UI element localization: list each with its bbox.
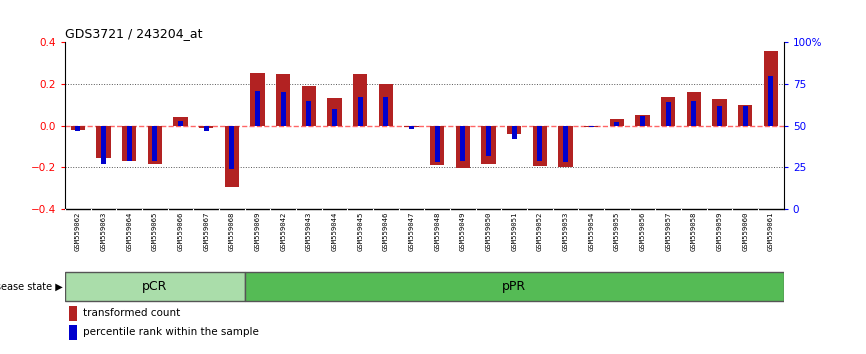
Text: GSM559058: GSM559058 <box>691 212 697 251</box>
Bar <box>65 273 245 301</box>
Text: GSM559046: GSM559046 <box>383 212 389 251</box>
Text: GSM559044: GSM559044 <box>332 212 338 251</box>
Text: GSM559060: GSM559060 <box>742 212 748 251</box>
Text: GSM559055: GSM559055 <box>614 212 620 251</box>
Bar <box>96 126 111 158</box>
Bar <box>768 76 773 126</box>
Bar <box>148 126 162 164</box>
Bar <box>358 97 363 126</box>
Bar <box>435 126 440 162</box>
Text: GSM559049: GSM559049 <box>460 212 466 251</box>
Text: GSM559064: GSM559064 <box>126 212 132 251</box>
Bar <box>100 126 106 164</box>
Bar <box>71 126 85 130</box>
Bar <box>126 126 132 161</box>
Bar <box>533 126 547 166</box>
Bar <box>691 101 696 126</box>
Bar <box>640 116 645 126</box>
Bar <box>332 109 337 126</box>
Text: pCR: pCR <box>142 280 167 293</box>
Bar <box>250 73 264 126</box>
Text: GSM559051: GSM559051 <box>511 212 517 251</box>
Text: pPR: pPR <box>502 280 527 293</box>
Bar <box>404 126 418 127</box>
Bar <box>610 119 624 126</box>
Bar <box>307 101 312 126</box>
Text: GSM559050: GSM559050 <box>486 212 492 251</box>
Bar <box>461 126 465 161</box>
Bar <box>301 86 316 126</box>
Bar <box>68 306 77 321</box>
Bar <box>717 106 722 126</box>
Bar <box>486 126 491 156</box>
Bar <box>559 126 572 167</box>
Bar <box>225 126 239 187</box>
Bar <box>353 74 367 126</box>
Bar <box>204 126 209 131</box>
Bar <box>199 126 213 128</box>
Bar <box>68 325 77 340</box>
Text: GSM559052: GSM559052 <box>537 212 543 251</box>
Bar <box>764 51 778 126</box>
Text: GSM559066: GSM559066 <box>178 212 184 251</box>
Text: GDS3721 / 243204_at: GDS3721 / 243204_at <box>65 27 203 40</box>
Bar <box>255 91 260 126</box>
Bar <box>687 92 701 126</box>
Bar <box>614 122 619 126</box>
Text: GSM559056: GSM559056 <box>640 212 645 251</box>
Bar <box>456 126 470 168</box>
Text: GSM559069: GSM559069 <box>255 212 261 251</box>
Bar <box>122 126 136 161</box>
Text: GSM559043: GSM559043 <box>306 212 312 251</box>
Bar <box>738 105 753 126</box>
Bar <box>384 97 388 126</box>
Bar <box>430 126 444 165</box>
Text: GSM559063: GSM559063 <box>100 212 107 251</box>
Text: GSM559042: GSM559042 <box>281 212 286 251</box>
Bar <box>537 126 542 161</box>
Text: GSM559065: GSM559065 <box>152 212 158 251</box>
Text: GSM559054: GSM559054 <box>588 212 594 251</box>
Bar <box>244 273 784 301</box>
Bar <box>327 98 341 126</box>
Bar <box>661 97 675 126</box>
Bar <box>636 115 650 126</box>
Text: GSM559067: GSM559067 <box>204 212 209 251</box>
Bar <box>481 126 495 164</box>
Text: disease state ▶: disease state ▶ <box>0 282 63 292</box>
Text: GSM559047: GSM559047 <box>409 212 415 251</box>
Bar <box>173 118 188 126</box>
Bar <box>276 74 290 126</box>
Bar <box>281 92 286 126</box>
Bar <box>178 121 183 126</box>
Bar <box>585 126 598 127</box>
Text: GSM559045: GSM559045 <box>357 212 363 251</box>
Bar <box>563 126 568 162</box>
Bar <box>512 126 517 139</box>
Text: percentile rank within the sample: percentile rank within the sample <box>83 327 259 337</box>
Bar <box>589 126 594 127</box>
Text: GSM559057: GSM559057 <box>665 212 671 251</box>
Text: GSM559053: GSM559053 <box>563 212 568 251</box>
Text: GSM559048: GSM559048 <box>434 212 440 251</box>
Bar <box>507 126 521 134</box>
Text: GSM559068: GSM559068 <box>229 212 235 251</box>
Text: GSM559061: GSM559061 <box>768 212 774 251</box>
Bar <box>75 126 81 131</box>
Text: GSM559062: GSM559062 <box>74 212 81 251</box>
Bar <box>666 102 671 126</box>
Bar <box>229 126 235 169</box>
Text: GSM559059: GSM559059 <box>716 212 722 251</box>
Bar <box>713 99 727 126</box>
Bar <box>743 106 747 126</box>
Bar <box>378 84 393 126</box>
Bar <box>152 126 158 161</box>
Text: transformed count: transformed count <box>83 308 180 318</box>
Bar <box>409 126 414 129</box>
